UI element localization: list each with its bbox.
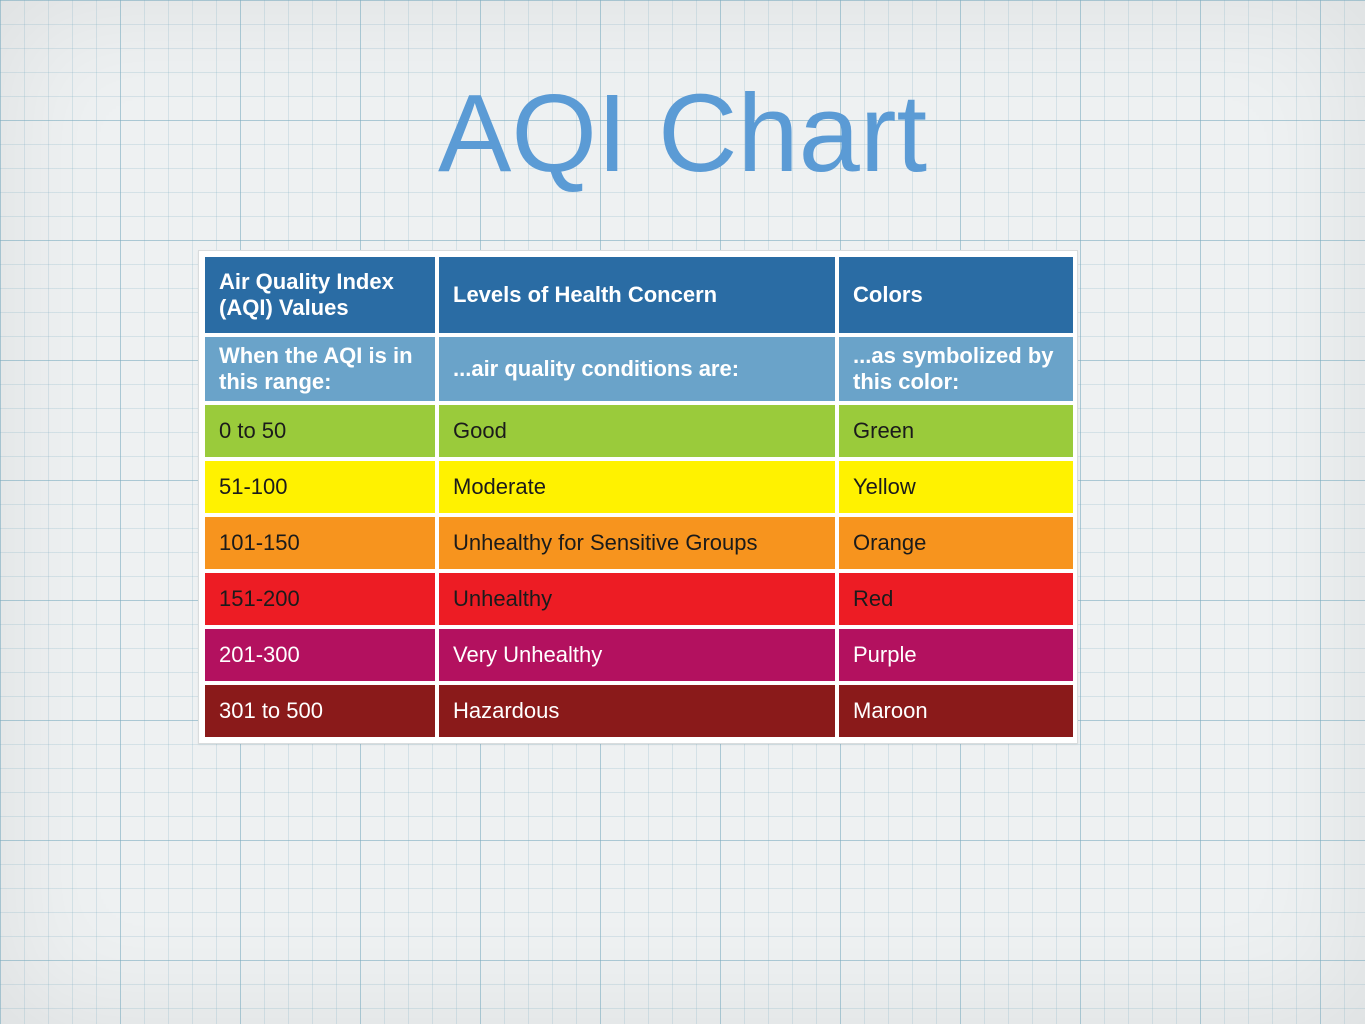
table-row-range: 301 to 500 [205, 685, 435, 737]
table-row-color: Purple [839, 629, 1073, 681]
table-row-level: Very Unhealthy [439, 629, 835, 681]
table-row-range: 51-100 [205, 461, 435, 513]
table-subheader-cell: When the AQI is in this range: [205, 337, 435, 401]
page-title: AQI Chart [0, 70, 1365, 197]
slide-stage: AQI Chart Air Quality Index (AQI) Values… [0, 0, 1365, 1024]
table-header-cell: Levels of Health Concern [439, 257, 835, 333]
table-header-cell: Colors [839, 257, 1073, 333]
table-row-color: Green [839, 405, 1073, 457]
table-row-range: 0 to 50 [205, 405, 435, 457]
table-row-level: Good [439, 405, 835, 457]
table-row-range: 151-200 [205, 573, 435, 625]
table-row-level: Unhealthy [439, 573, 835, 625]
table-row-range: 201-300 [205, 629, 435, 681]
table-row-color: Yellow [839, 461, 1073, 513]
table-row-color: Red [839, 573, 1073, 625]
table-row-level: Moderate [439, 461, 835, 513]
table-row-color: Orange [839, 517, 1073, 569]
table-row-level: Unhealthy for Sensitive Groups [439, 517, 835, 569]
table-row-range: 101-150 [205, 517, 435, 569]
table-header-cell: Air Quality Index (AQI) Values [205, 257, 435, 333]
aqi-table: Air Quality Index (AQI) ValuesLevels of … [205, 257, 1071, 737]
table-subheader-cell: ...air quality conditions are: [439, 337, 835, 401]
table-row-color: Maroon [839, 685, 1073, 737]
table-row-level: Hazardous [439, 685, 835, 737]
aqi-table-card: Air Quality Index (AQI) ValuesLevels of … [198, 250, 1078, 744]
table-subheader-cell: ...as symbolized by this color: [839, 337, 1073, 401]
